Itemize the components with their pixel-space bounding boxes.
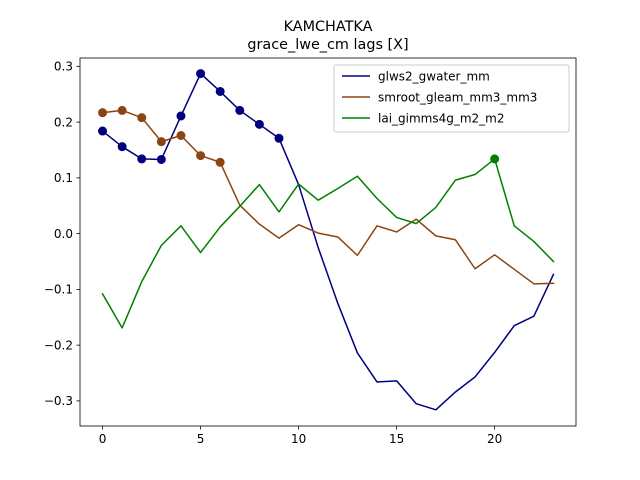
x-tick-label: 20 [487, 432, 502, 446]
data-point-glws2_gwater_mm-1 [117, 142, 127, 152]
data-point-glws2_gwater_mm-6 [215, 86, 225, 96]
series-line-glws2_gwater_mm [101, 72, 555, 411]
y-tick-label: 0.3 [54, 60, 73, 74]
data-point-glws2_gwater_mm-3 [156, 154, 166, 164]
data-point-glws2_gwater_mm-2 [137, 154, 147, 164]
axes: 0 5 10 15 20 −0.3 −0.2 −0.1 0.0 0.1 0.2 0.3 [44, 57, 577, 446]
data-point-smroot_gleam_mm3_mm3-6 [215, 157, 225, 167]
data-point-lai_gimms4g_m2_m2-20 [490, 154, 500, 164]
data-point-smroot_gleam_mm3_mm3-4 [176, 131, 186, 140]
data-point-smroot_gleam_mm3_mm3-2 [137, 113, 147, 123]
data-point-smroot_gleam_mm3_mm3-0 [98, 108, 108, 118]
x-tick-label: 10 [291, 432, 306, 446]
data-point-glws2_gwater_mm-5 [196, 69, 206, 79]
y-tick-label: 0.1 [54, 171, 73, 185]
legend: glws2_gwater_mm smroot_gleam_mm3_mm3 lai_g… [333, 64, 570, 133]
data-point-glws2_gwater_mm-4 [176, 111, 186, 121]
legend-label-smroot_gleam_mm3_mm3: smroot_gleam_mm3_mm3 [378, 91, 537, 105]
data-point-glws2_gwater_mm-8 [254, 119, 264, 129]
y-tick-label: 0.2 [54, 115, 73, 129]
data-point-smroot_gleam_mm3_mm3-1 [117, 105, 127, 115]
data-point-glws2_gwater_mm-7 [235, 105, 245, 115]
x-tick-label: 5 [197, 432, 205, 446]
x-tick-label: 15 [389, 432, 404, 446]
data-point-smroot_gleam_mm3_mm3-3 [156, 137, 166, 147]
legend-label-glws2_gwater_mm: glws2_gwater_mm [378, 70, 490, 84]
legend-box [333, 64, 570, 133]
series-line-lai_gimms4g_m2_m2 [101, 158, 555, 329]
legend-label-lai_gimms4g_m2_m2: lai_gimms4g_m2_m2 [378, 112, 505, 126]
data-point-glws2_gwater_mm-0 [98, 126, 108, 136]
chart-subtitle: grace_lwe_cm lags [X] [247, 37, 408, 53]
y-tick-label: −0.2 [44, 338, 73, 352]
y-tick-label: −0.1 [44, 283, 73, 297]
data-point-glws2_gwater_mm-9 [274, 133, 284, 143]
axes-frame [79, 57, 577, 427]
y-tick-label: −0.3 [44, 394, 73, 408]
y-tick-label: 0.0 [54, 227, 73, 241]
plot-area [98, 69, 555, 411]
chart-title: KAMCHATKA [284, 19, 373, 35]
x-tick-label: 0 [99, 432, 107, 446]
data-point-smroot_gleam_mm3_mm3-5 [196, 151, 206, 161]
